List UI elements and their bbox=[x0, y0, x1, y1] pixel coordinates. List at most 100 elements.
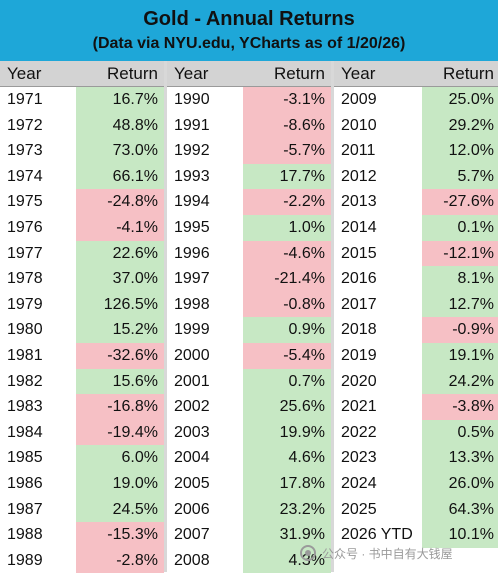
return-cell-negative: -16.8% bbox=[76, 394, 164, 420]
table-row: 1988 -15.3% bbox=[0, 522, 164, 548]
header-return: Return bbox=[106, 64, 158, 83]
year-cell: 2008 bbox=[167, 547, 243, 573]
table-row: 2000 -5.4% bbox=[167, 342, 331, 369]
table-row: 2026 YTD 10.1% bbox=[334, 522, 498, 548]
year-cell: 2006 bbox=[167, 496, 243, 523]
year-cell: 2009 bbox=[334, 87, 422, 113]
year-cell: 1995 bbox=[167, 214, 243, 241]
table-column-group: Year Return 1990 -3.1% 1991 -8.6% 1992 -5.7% 199… bbox=[167, 61, 334, 573]
table-row: 1972 48.8% bbox=[0, 112, 164, 139]
return-cell-positive: 37.0% bbox=[76, 266, 164, 292]
return-cell-positive: 1.0% bbox=[243, 214, 331, 241]
year-cell: 1976 bbox=[0, 214, 76, 241]
return-cell-positive: 73.0% bbox=[76, 138, 164, 164]
return-cell-positive: 24.2% bbox=[422, 368, 498, 395]
column-header-row: Year Return bbox=[167, 61, 331, 87]
return-cell-negative: -0.9% bbox=[422, 317, 498, 343]
return-cell-negative: -3.8% bbox=[422, 394, 498, 420]
table-row: 2001 0.7% bbox=[167, 368, 331, 395]
return-cell-negative: -24.8% bbox=[76, 189, 164, 215]
header-return: Return bbox=[442, 64, 494, 83]
return-cell-negative: -5.7% bbox=[243, 138, 331, 164]
table-row: 2017 12.7% bbox=[334, 291, 498, 318]
return-cell-positive: 25.6% bbox=[243, 394, 331, 420]
table-row: 1976 -4.1% bbox=[0, 214, 164, 241]
year-cell: 2005 bbox=[167, 470, 243, 497]
table-row: 2014 0.1% bbox=[334, 214, 498, 241]
header-year: Year bbox=[341, 64, 376, 83]
chart-title: Gold - Annual Returns bbox=[143, 7, 355, 30]
year-cell: 2013 bbox=[334, 189, 422, 215]
year-cell: 1998 bbox=[167, 291, 243, 318]
return-cell-positive: 5.7% bbox=[422, 163, 498, 190]
return-cell-positive: 4.6% bbox=[243, 445, 331, 471]
year-cell: 1973 bbox=[0, 138, 76, 164]
table-row: 1997 -21.4% bbox=[167, 266, 331, 292]
year-cell: 2003 bbox=[167, 419, 243, 446]
return-cell-positive: 64.3% bbox=[422, 496, 498, 523]
return-cell-positive: 0.7% bbox=[243, 368, 331, 395]
year-cell: 1994 bbox=[167, 189, 243, 215]
table-row: 1983 -16.8% bbox=[0, 394, 164, 420]
return-cell-positive: 16.7% bbox=[76, 87, 164, 113]
return-cell-negative: -27.6% bbox=[422, 189, 498, 215]
year-cell: 2021 bbox=[334, 394, 422, 420]
watermark-text: 公众号 · 书中自有大钱屋 bbox=[322, 546, 453, 561]
return-cell-negative: -3.1% bbox=[243, 87, 331, 113]
year-cell: 1991 bbox=[167, 112, 243, 139]
year-cell: 2025 bbox=[334, 496, 422, 523]
year-cell: 1990 bbox=[167, 87, 243, 113]
table-row: 1975 -24.8% bbox=[0, 189, 164, 215]
table-row: 2015 -12.1% bbox=[334, 240, 498, 267]
year-cell: 1971 bbox=[0, 87, 76, 113]
year-cell: 1980 bbox=[0, 317, 76, 343]
return-cell-positive: 19.9% bbox=[243, 419, 331, 446]
return-cell-positive: 13.3% bbox=[422, 445, 498, 471]
table-row: 1991 -8.6% bbox=[167, 112, 331, 139]
year-cell: 2015 bbox=[334, 240, 422, 267]
return-cell-positive: 31.9% bbox=[243, 522, 331, 548]
return-cell-positive: 23.2% bbox=[243, 496, 331, 523]
table-row: 2006 23.2% bbox=[167, 496, 331, 523]
table-row: 1987 24.5% bbox=[0, 496, 164, 523]
year-cell: 2019 bbox=[334, 342, 422, 369]
table-row: 1990 -3.1% bbox=[167, 87, 331, 113]
year-cell: 1979 bbox=[0, 291, 76, 318]
return-cell-positive: 25.0% bbox=[422, 87, 498, 113]
return-cell-positive: 8.1% bbox=[422, 266, 498, 292]
year-cell: 1993 bbox=[167, 163, 243, 190]
table-row: 1996 -4.6% bbox=[167, 240, 331, 267]
return-cell-positive: 48.8% bbox=[76, 112, 164, 139]
year-cell: 2012 bbox=[334, 163, 422, 190]
return-cell-positive: 10.1% bbox=[422, 522, 498, 548]
year-cell: 1981 bbox=[0, 342, 76, 369]
year-cell: 2017 bbox=[334, 291, 422, 318]
table-row: 2010 29.2% bbox=[334, 112, 498, 139]
year-cell: 2016 bbox=[334, 266, 422, 292]
year-cell: 1989 bbox=[0, 547, 76, 573]
table-row: 2013 -27.6% bbox=[334, 189, 498, 215]
table-row: 1998 -0.8% bbox=[167, 291, 331, 318]
table-row: 1995 1.0% bbox=[167, 214, 331, 241]
column-header-row: Year Return bbox=[0, 61, 164, 87]
return-cell-positive: 4.3% bbox=[243, 547, 331, 573]
year-cell: 2007 bbox=[167, 522, 243, 548]
return-cell-negative: -2.8% bbox=[76, 547, 164, 573]
year-cell: 1987 bbox=[0, 496, 76, 523]
year-cell: 1986 bbox=[0, 470, 76, 497]
year-cell: 1999 bbox=[167, 317, 243, 343]
return-cell-negative: -32.6% bbox=[76, 342, 164, 369]
year-cell: 1977 bbox=[0, 240, 76, 267]
table-column-group: Year Return 2009 25.0% 2010 29.2% 2011 12.0% 201… bbox=[334, 61, 498, 572]
return-cell-positive: 6.0% bbox=[76, 445, 164, 471]
table-row: 1981 -32.6% bbox=[0, 342, 164, 369]
table-row: 2002 25.6% bbox=[167, 394, 331, 420]
return-cell-positive: 12.7% bbox=[422, 291, 498, 318]
year-cell: 2022 bbox=[334, 419, 422, 446]
year-cell: 1997 bbox=[167, 266, 243, 292]
year-cell: 1974 bbox=[0, 163, 76, 190]
year-cell: 2018 bbox=[334, 317, 422, 343]
return-cell-positive: 19.0% bbox=[76, 470, 164, 497]
year-cell: 1972 bbox=[0, 112, 76, 139]
